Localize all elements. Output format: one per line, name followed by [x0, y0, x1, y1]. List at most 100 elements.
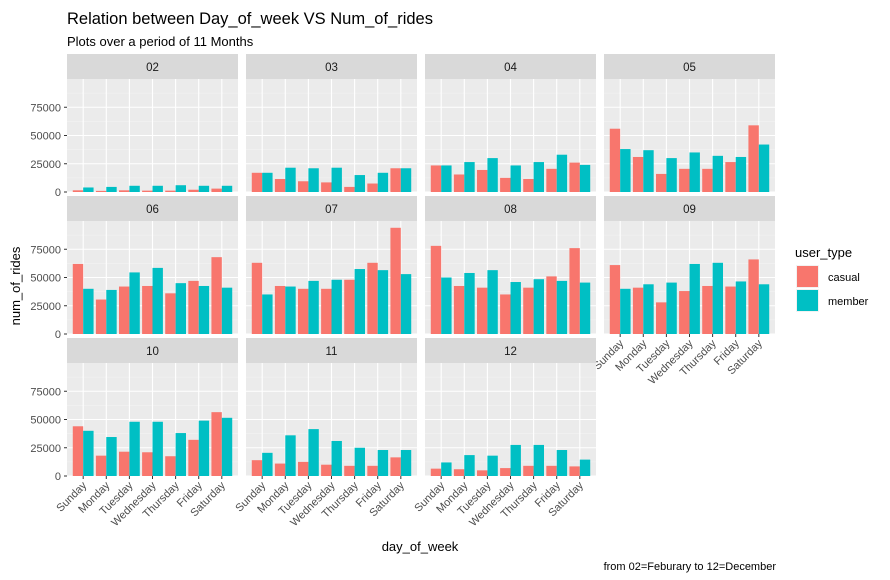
bar-member-12-wednesday [510, 444, 521, 476]
bar-casual-03-sunday [251, 172, 263, 192]
bar-member-06-saturday [221, 287, 233, 334]
bar-member-05-monday [643, 150, 654, 192]
bar-casual-03-tuesday [297, 181, 309, 192]
y-tick-label: 25000 [30, 159, 61, 171]
bar-member-02-tuesday [129, 185, 140, 192]
bar-member-07-saturday [400, 274, 412, 334]
bar-casual-08-tuesday [476, 287, 488, 334]
bar-casual-12-tuesday [476, 470, 488, 476]
bar-member-08-wednesday [510, 282, 521, 334]
bar-member-10-tuesday [129, 421, 140, 476]
chart-caption: from 02=Feburary to 12=December [604, 561, 777, 573]
facet-strip-label: 04 [504, 62, 517, 74]
bar-casual-05-sunday [609, 128, 621, 192]
bar-casual-08-monday [453, 285, 465, 334]
bar-member-03-sunday [262, 172, 273, 192]
bar-member-03-thursday [354, 175, 366, 192]
bar-casual-02-monday [95, 190, 107, 192]
bar-member-08-friday [556, 280, 568, 334]
bar-casual-06-thursday [165, 293, 176, 334]
bar-member-12-friday [556, 450, 568, 476]
bar-casual-02-thursday [165, 190, 176, 192]
bar-casual-07-wednesday [321, 288, 332, 334]
bar-casual-11-thursday [344, 465, 355, 476]
bar-casual-04-thursday [523, 179, 534, 192]
bar-member-08-saturday [579, 282, 591, 334]
bar-casual-07-tuesday [297, 288, 309, 334]
bar-casual-12-saturday [569, 466, 580, 476]
bar-casual-05-monday [632, 156, 644, 192]
bar-casual-09-wednesday [679, 291, 690, 334]
bar-casual-02-sunday [72, 190, 84, 192]
bar-member-02-sunday [83, 187, 94, 192]
bar-member-12-monday [464, 455, 475, 476]
chart-subtitle: Plots over a period of 11 Months [67, 34, 254, 49]
bar-casual-06-monday [95, 299, 107, 334]
bar-casual-10-monday [95, 455, 107, 476]
bar-casual-11-saturday [390, 457, 401, 476]
chart-title: Relation between Day_of_week VS Num_of_r… [67, 10, 433, 28]
bar-casual-07-saturday [390, 227, 401, 334]
bar-member-03-wednesday [331, 167, 342, 192]
bar-member-02-saturday [221, 185, 233, 192]
facet-panel-06: 06 0 25000 50000 75000 [30, 196, 238, 341]
bar-casual-06-saturday [211, 257, 222, 334]
bar-member-03-monday [285, 167, 296, 192]
legend-title: user_type [795, 245, 852, 260]
bar-casual-03-saturday [390, 168, 401, 192]
bar-casual-02-wednesday [142, 190, 153, 192]
y-tick-label: 75000 [30, 386, 61, 398]
bar-casual-12-monday [453, 469, 465, 476]
bar-member-06-sunday [83, 288, 94, 334]
bar-member-04-friday [556, 154, 568, 192]
bar-member-09-tuesday [666, 282, 677, 334]
bar-casual-04-saturday [569, 162, 580, 192]
facet-panel-08: 08 [425, 196, 596, 335]
bar-member-11-wednesday [331, 440, 342, 476]
bar-member-04-monday [464, 162, 475, 192]
bar-member-05-thursday [712, 155, 724, 192]
legend-key-member [797, 290, 818, 311]
facet-panel-04: 04 [425, 54, 596, 193]
bar-member-07-tuesday [308, 280, 319, 334]
facet-panel-12: 12SundayMondayTuesdayWednesdayThursdayFr… [412, 338, 596, 529]
bar-casual-04-monday [453, 174, 465, 192]
facet-panel-10: 100250005000075000SundayMondayTuesdayWed… [30, 338, 238, 529]
y-tick-label: 50000 [30, 131, 61, 143]
facet-strip [604, 54, 775, 79]
bar-member-11-thursday [354, 447, 366, 476]
bar-casual-09-monday [632, 287, 644, 334]
bar-member-11-saturday [400, 450, 412, 476]
bar-casual-04-friday [546, 168, 557, 192]
bar-casual-08-saturday [569, 248, 580, 334]
bar-member-08-monday [464, 272, 475, 334]
bar-casual-10-tuesday [118, 451, 130, 476]
bar-member-12-tuesday [487, 455, 498, 476]
bar-member-09-friday [735, 281, 747, 334]
bar-member-06-thursday [175, 283, 187, 334]
bar-member-06-wednesday [152, 267, 163, 334]
bar-member-10-sunday [83, 430, 94, 476]
bar-casual-09-tuesday [655, 302, 667, 334]
bar-casual-08-wednesday [500, 294, 511, 334]
legend-label-casual: casual [828, 272, 860, 284]
bar-member-12-saturday [579, 459, 591, 476]
bar-member-04-thursday [533, 162, 545, 192]
bar-casual-11-sunday [251, 460, 263, 476]
y-tick-label: 50000 [30, 273, 61, 285]
bar-member-07-friday [377, 270, 389, 334]
facet-strip [425, 338, 596, 363]
bar-casual-06-friday [188, 280, 199, 334]
facet-panel-07: 07 [246, 196, 417, 335]
bar-member-11-sunday [262, 452, 273, 476]
bar-casual-08-friday [546, 276, 557, 334]
bar-member-05-friday [735, 156, 747, 192]
bar-member-10-monday [106, 437, 117, 476]
y-tick-label: 0 [55, 471, 61, 483]
bar-casual-06-wednesday [142, 285, 153, 334]
bar-casual-10-wednesday [142, 452, 153, 476]
bar-casual-06-sunday [72, 263, 84, 334]
y-tick-label: 75000 [30, 102, 61, 114]
y-tick-label: 25000 [30, 443, 61, 455]
